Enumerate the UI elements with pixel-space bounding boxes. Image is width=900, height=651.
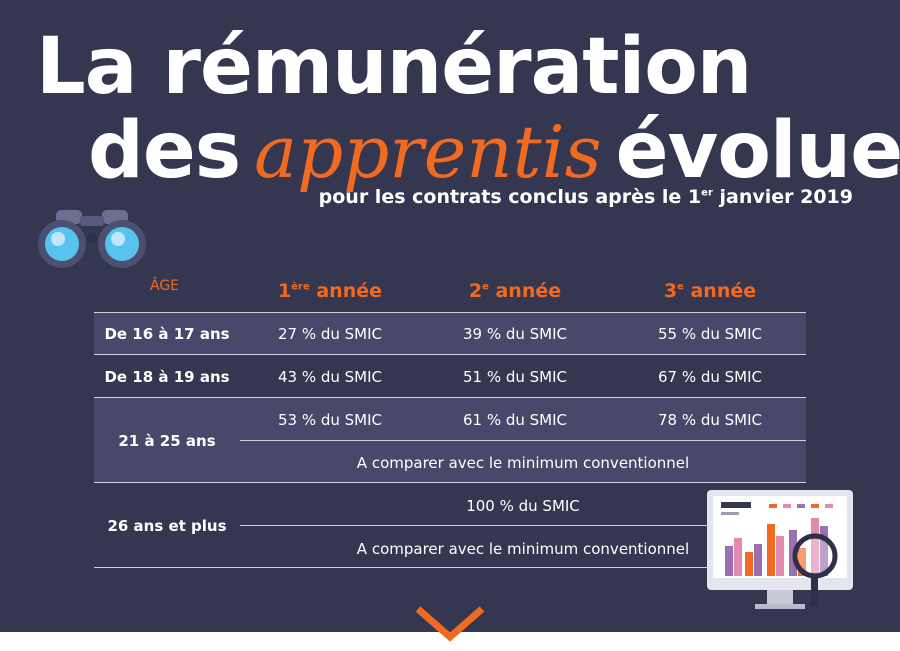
divider (240, 525, 710, 526)
table-row-age: 26 ans et plus (107, 517, 227, 535)
table-cell: 27 % du SMIC (277, 325, 383, 343)
table-cell: 61 % du SMIC (462, 411, 568, 429)
table-note: A comparer avec le minimum conventionnel (356, 540, 690, 558)
subtitle: pour les contrats conclus après le 1er j… (319, 186, 853, 208)
title-line-1: La rémunération (36, 22, 752, 112)
table-cell: 100 % du SMIC (466, 497, 580, 515)
table-row-age: 21 à 25 ans (118, 432, 216, 450)
table-cell: 51 % du SMIC (462, 368, 568, 386)
subtitle-sup: er (701, 187, 713, 199)
subtitle-text-before: pour les contrats conclus après le 1 (318, 186, 702, 208)
table-note: A comparer avec le minimum conventionnel (356, 454, 690, 472)
age-header: ÂGE (150, 278, 180, 294)
row-bg-16-17 (94, 312, 806, 354)
binoculars-icon (38, 210, 146, 268)
divider (94, 397, 806, 398)
title-line-2: des apprentis évolue (88, 112, 900, 190)
divider (94, 567, 710, 568)
year-1-header: 1ère année (278, 280, 382, 302)
table-cell: 55 % du SMIC (657, 325, 763, 343)
subtitle-text-after: janvier 2019 (712, 186, 853, 208)
year-2-header: 2e année (468, 280, 562, 302)
table-cell: 78 % du SMIC (657, 411, 763, 429)
divider (240, 440, 806, 441)
table-row-age: De 18 à 19 ans (104, 368, 230, 386)
table-cell: 39 % du SMIC (462, 325, 568, 343)
title-word-evolue: évolue (615, 106, 900, 196)
divider (94, 354, 806, 355)
table-cell: 53 % du SMIC (277, 411, 383, 429)
divider (94, 482, 806, 483)
table-cell: 67 % du SMIC (657, 368, 763, 386)
chevron-down-icon[interactable] (414, 603, 486, 643)
monitor-chart-icon (707, 490, 853, 609)
table-row-age: De 16 à 17 ans (104, 325, 230, 343)
title-word-apprentis: apprentis (254, 110, 602, 194)
table-cell: 43 % du SMIC (277, 368, 383, 386)
year-3-header: 3e année (663, 280, 757, 302)
divider (94, 312, 806, 313)
title-word-des: des (88, 106, 241, 196)
